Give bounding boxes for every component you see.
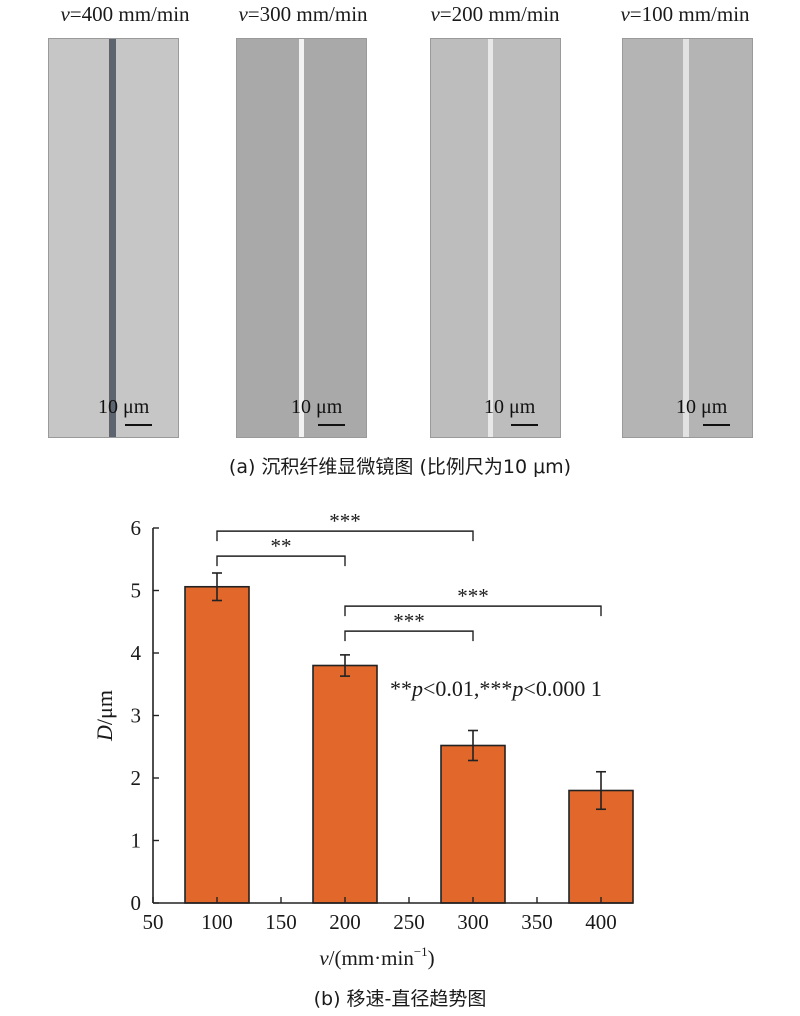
scale-bar xyxy=(703,424,730,426)
velocity-value: =100 mm/min xyxy=(629,2,750,26)
x-tick-label: 300 xyxy=(457,910,489,934)
micrograph-label-200: v=200 mm/min xyxy=(395,2,595,27)
y-tick-label: 1 xyxy=(131,829,142,853)
significance-label: *** xyxy=(457,584,489,608)
scale-bar-label: 10 μm xyxy=(98,396,150,418)
fiber-line xyxy=(683,39,689,437)
significance-label: ** xyxy=(271,534,292,558)
x-tick-label: 400 xyxy=(585,910,617,934)
y-tick-label: 4 xyxy=(131,641,142,665)
velocity-symbol: v xyxy=(620,2,630,26)
velocity-symbol: v xyxy=(430,2,440,26)
bar-400 xyxy=(568,789,634,904)
micrograph-image-200 xyxy=(430,38,561,438)
velocity-value: =300 mm/min xyxy=(247,2,368,26)
x-tick-label: 250 xyxy=(393,910,425,934)
micrograph-label-300: v=300 mm/min xyxy=(203,2,403,27)
micrograph-label-400: v=400 mm/min xyxy=(25,2,225,27)
significance-label: *** xyxy=(329,509,361,533)
fiber-line xyxy=(488,39,493,437)
y-tick-label: 2 xyxy=(131,766,142,790)
significance-bracket-2 xyxy=(344,605,602,617)
fiber-line xyxy=(109,39,116,437)
scale-bar-label: 10 μm xyxy=(676,396,728,418)
diameter-bar-chart: 0 1 2 3 4 5 6 50 100 150 200 250 300 350 400 v/(mm·min−… xyxy=(92,509,634,970)
x-tick-label: 50 xyxy=(143,910,164,934)
velocity-symbol: v xyxy=(238,2,248,26)
p-value-annotation: **p<0.01,***p<0.000 1 xyxy=(390,676,602,701)
significance-bracket-0 xyxy=(216,530,474,542)
y-tick-label: 0 xyxy=(131,891,142,915)
x-tick-label: 200 xyxy=(329,910,361,934)
y-tick-label: 6 xyxy=(131,516,142,540)
scale-bar-label: 10 μm xyxy=(291,396,343,418)
x-axis-label: v/(mm·min−1) xyxy=(319,944,434,970)
x-tick-label: 150 xyxy=(265,910,297,934)
caption-b: (b) 移速-直径趋势图 xyxy=(313,988,487,1010)
scale-bar xyxy=(125,424,152,426)
x-tick-label: 350 xyxy=(521,910,553,934)
significance-bracket-3 xyxy=(344,630,474,642)
micrograph-image-100 xyxy=(622,38,753,438)
velocity-value: =400 mm/min xyxy=(69,2,190,26)
significance-label: *** xyxy=(393,609,425,633)
velocity-value: =200 mm/min xyxy=(439,2,560,26)
y-axis-label: D/μm xyxy=(92,690,117,742)
fiber-line xyxy=(299,39,304,437)
micrograph-label-100: v=100 mm/min xyxy=(585,2,785,27)
significance-bracket-1 xyxy=(216,555,346,567)
scale-bar xyxy=(318,424,345,426)
y-tick-label: 3 xyxy=(131,704,142,728)
bar-100 xyxy=(184,585,250,904)
velocity-symbol: v xyxy=(60,2,70,26)
bar-300 xyxy=(440,744,506,904)
micrograph-image-400 xyxy=(48,38,179,438)
micrograph-image-300 xyxy=(236,38,367,438)
x-tick-label: 100 xyxy=(201,910,233,934)
scale-bar xyxy=(511,424,538,426)
y-tick-label: 5 xyxy=(131,579,142,603)
caption-a: (a) 沉积纤维显微镜图 (比例尺为10 μm) xyxy=(228,456,572,478)
scale-bar-label: 10 μm xyxy=(484,396,536,418)
bar-200 xyxy=(312,664,378,904)
